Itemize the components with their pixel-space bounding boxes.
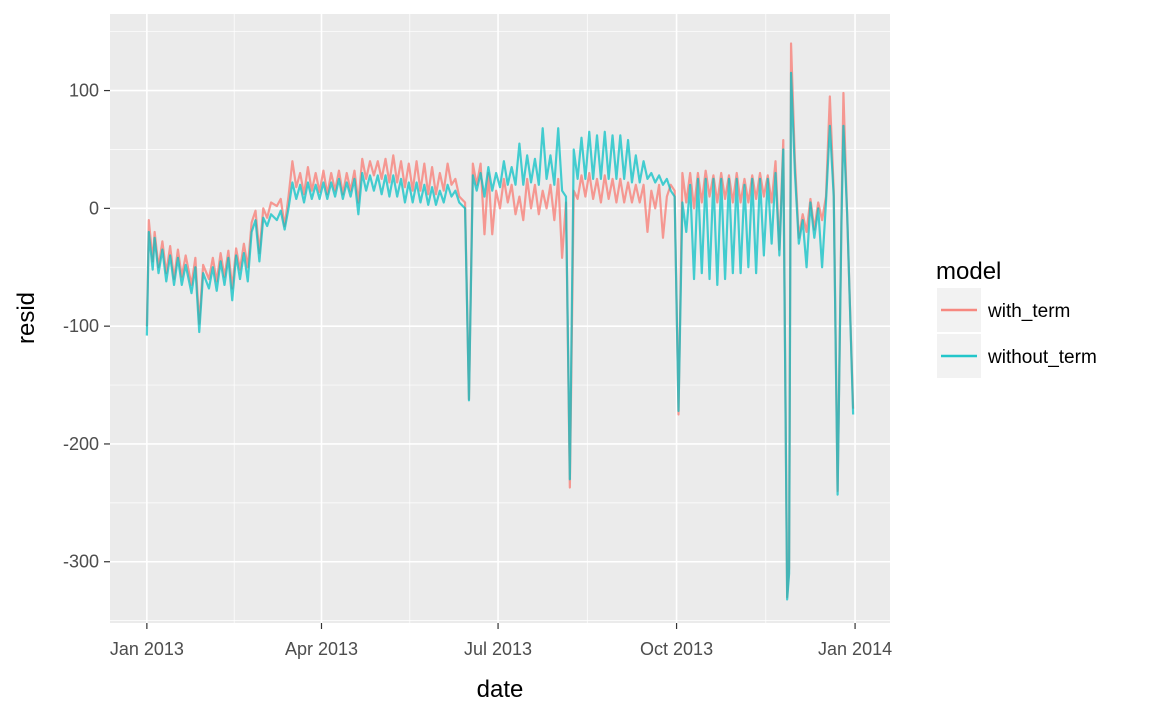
y-tick-label: -300 (63, 552, 99, 572)
y-tick-label: 100 (69, 81, 99, 101)
plot-panel (110, 14, 890, 623)
x-axis-title: date (477, 676, 524, 703)
legend: model with_term without_term (936, 258, 1097, 378)
series-line-without_term (145, 71, 855, 601)
y-tick-label: -100 (63, 316, 99, 336)
x-tick-label: Jul 2013 (464, 639, 532, 659)
x-axis: Jan 2013 Apr 2013 Jul 2013 Oct 2013 Jan 2014 (110, 623, 892, 659)
y-tick-label: -200 (63, 434, 99, 454)
legend-label-without_term: without_term (987, 347, 1097, 368)
legend-title: model (936, 258, 1001, 285)
x-tick-label: Apr 2013 (285, 639, 358, 659)
legend-label-with_term: with_term (987, 301, 1070, 322)
x-tick-label: Jan 2013 (110, 639, 184, 659)
grid-minor (110, 14, 890, 623)
x-tick-label: Jan 2014 (818, 639, 892, 659)
series-layer (145, 42, 855, 601)
series-line-with_term (145, 42, 855, 599)
y-tick-label: 0 (89, 198, 99, 218)
y-axis: -300 -200 -100 0 100 (63, 81, 110, 572)
y-axis-title: resid (13, 292, 40, 344)
x-tick-label: Oct 2013 (640, 639, 713, 659)
